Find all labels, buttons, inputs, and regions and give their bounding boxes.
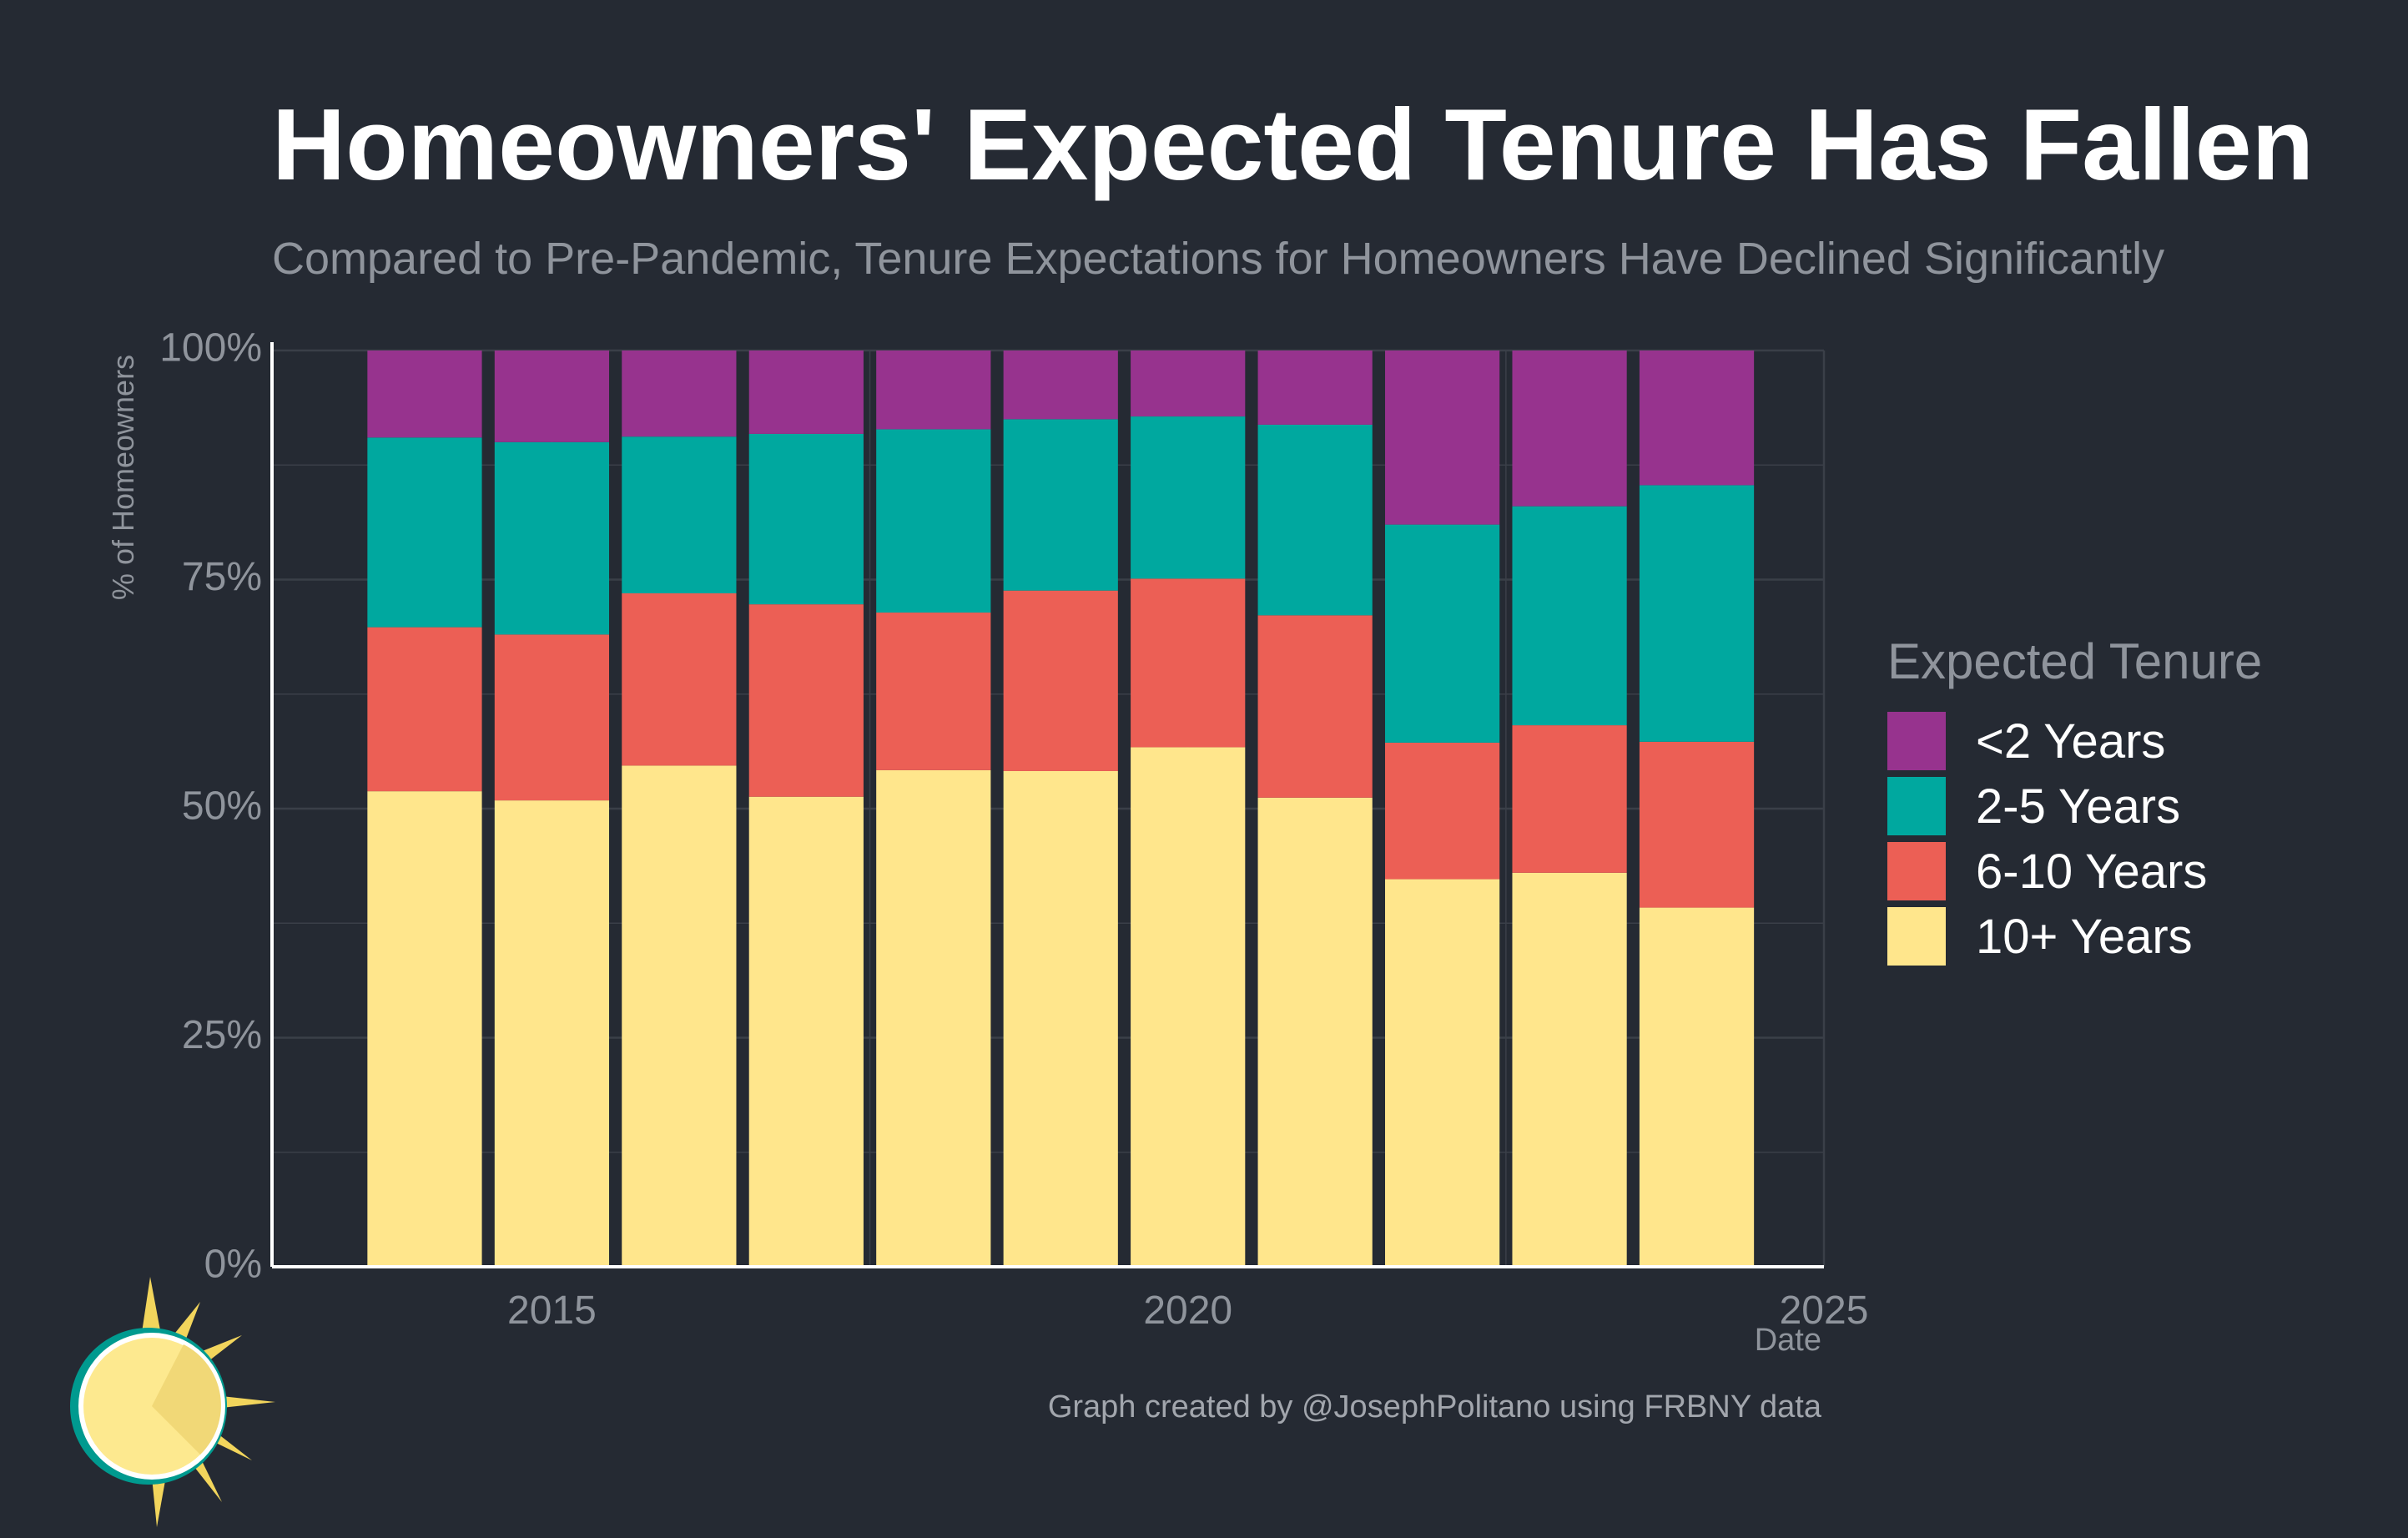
legend-label: 10+ Years [1976,909,2193,964]
bar-segment [876,429,991,613]
legend-item-2-5: 2-5 Years [1887,774,2262,839]
bar-segment [1385,524,1500,743]
legend-item-lt2: <2 Years [1887,708,2262,774]
x-tick-label: 2020 [1143,1288,1232,1333]
bar-segment [1639,485,1755,742]
bar-segment [367,627,482,792]
bar-segment [1639,907,1755,1267]
bar-segment [1257,797,1373,1267]
bar-segment [1385,742,1500,880]
legend-label: 6-10 Years [1976,844,2208,899]
legend-item-6-10: 6-10 Years [1887,839,2262,904]
legend-swatch-6-10 [1887,842,1946,900]
y-tick-label: 100% [159,326,262,371]
bar-segment [622,765,737,1267]
legend-item-10plus: 10+ Years [1887,904,2262,969]
chart-subtitle: Compared to Pre-Pandemic, Tenure Expecta… [272,234,2165,284]
y-axis-label: % of Homeowners [106,354,140,601]
legend-label: 2-5 Years [1976,779,2181,834]
bar-segment [1003,770,1118,1267]
bar-segment [622,436,737,593]
bar-segment [622,593,737,766]
axes [270,342,1824,1268]
bar-segment [1512,872,1627,1267]
bar-segment [622,350,737,437]
bar-segment [1639,741,1755,908]
bars [367,350,1755,1267]
bar-segment [748,796,864,1267]
x-tick-label: 2025 [1780,1288,1869,1333]
bar-segment [494,441,610,635]
bar-segment [876,613,991,770]
bar-segment [1131,350,1246,417]
bar-segment [1639,350,1755,486]
legend-swatch-10plus [1887,907,1946,966]
y-tick-label: 50% [182,784,262,829]
bar-segment [1512,725,1627,873]
bar-segment [1131,416,1246,579]
bar-segment [367,437,482,628]
bar-segment [748,604,864,797]
legend: Expected Tenure <2 Years 2-5 Years 6-10 … [1887,633,2262,969]
bar-segment [1131,747,1246,1267]
bar-segment [1512,506,1627,726]
y-tick-label: 0% [204,1243,262,1287]
x-tick-label: 2015 [507,1288,597,1333]
bar-segment [1257,424,1373,616]
bar-segment [1003,419,1118,591]
tick-labels: 0% 25% 50% 75% 100% 2015 2020 2025 [159,326,1868,1333]
bar-segment [1385,879,1500,1267]
legend-label: <2 Years [1976,714,2166,769]
legend-swatch-2-5 [1887,777,1946,835]
y-tick-label: 25% [182,1013,262,1057]
bar-segment [367,350,482,438]
x-axis-label: Date [1754,1323,1821,1358]
bar-segment [494,800,610,1267]
bar-segment [494,634,610,801]
bar-segment [494,350,610,442]
bar-segment [876,769,991,1267]
bar-segment [748,350,864,434]
bar-segment [1131,578,1246,748]
bar-segment [1385,350,1500,525]
bar-segment [748,433,864,605]
bar-segment [1257,615,1373,798]
source-caption: Graph created by @JosephPolitano using F… [1047,1389,1821,1425]
bar-segment [1003,590,1118,771]
bar-segment [1003,350,1118,420]
legend-swatch-lt2 [1887,712,1946,770]
y-tick-label: 75% [182,555,262,599]
chart-title: Homeowners' Expected Tenure Has Fallen [272,88,2315,201]
sun-logo-icon [70,1277,275,1527]
legend-title: Expected Tenure [1887,633,2263,689]
bar-segment [1257,350,1373,425]
bar-segment [367,791,482,1267]
bar-segment [1512,350,1627,507]
bar-segment [876,350,991,430]
